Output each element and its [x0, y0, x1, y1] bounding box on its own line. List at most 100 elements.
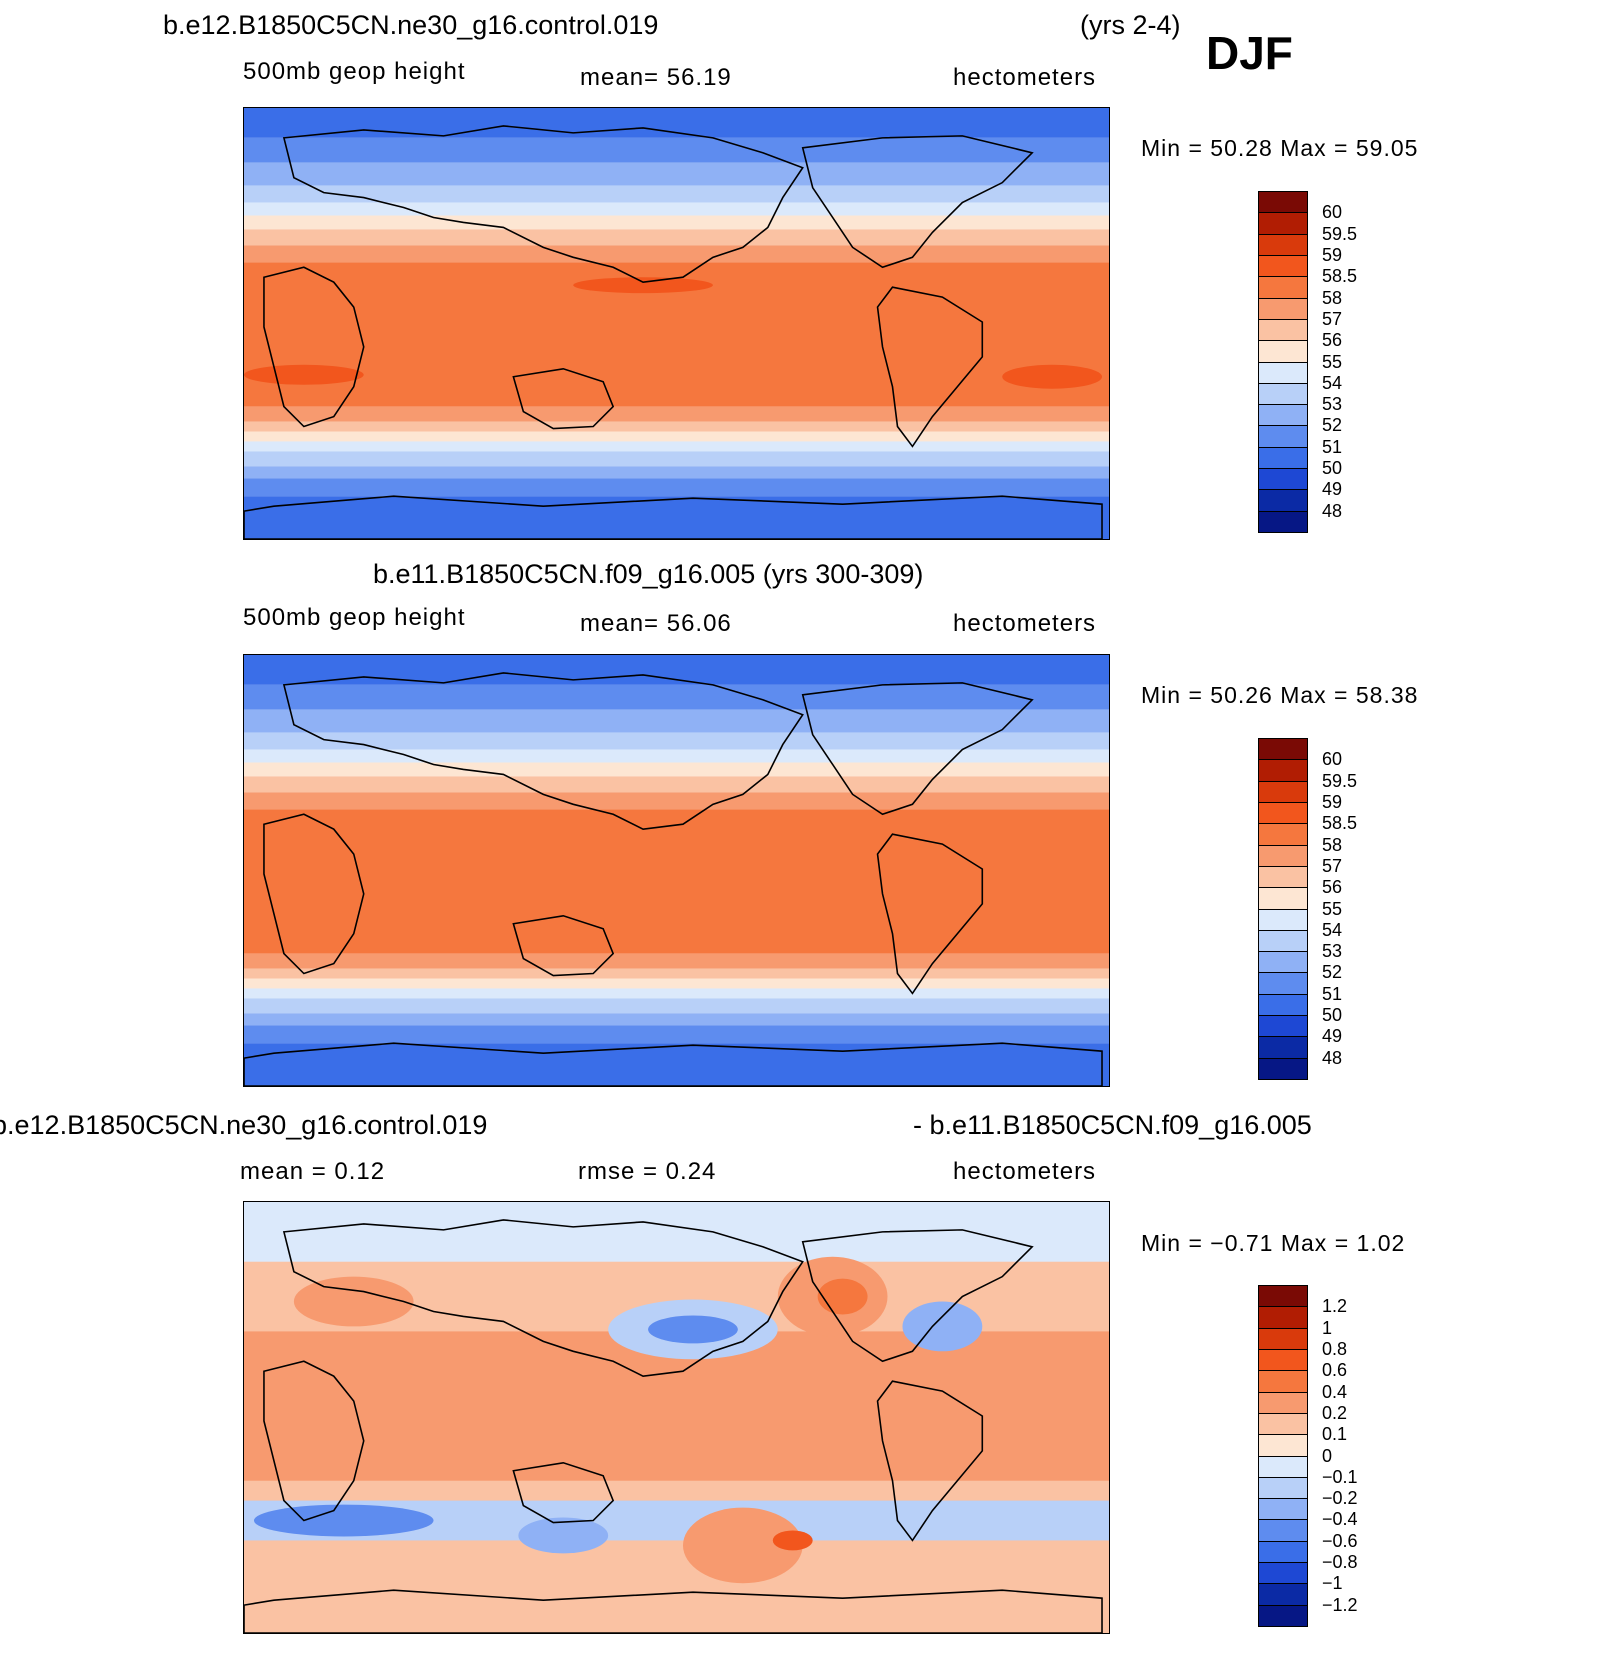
panel3-colorbar: 1.2 1 0.8 0.6 0.4 0.2 0.1 0 −0.1 −0.2 −0.4 −0.6 −0.8… [1258, 1285, 1358, 1627]
colorbar-box [1258, 993, 1308, 1017]
colorbar-label: −0.2 [1322, 1488, 1358, 1509]
panel2-units: hectometers [953, 610, 1097, 637]
panel3-minmax: Min = −0.71 Max = 1.02 [1141, 1230, 1406, 1256]
colorbar-label: 56 [1322, 877, 1343, 898]
colorbar-box [1258, 972, 1308, 995]
panel2-map [243, 654, 1110, 1087]
colorbar-label: 50 [1322, 1005, 1343, 1026]
colorbar-box [1258, 318, 1308, 342]
colorbar-box [1258, 1306, 1308, 1329]
colorbar-label: 49 [1322, 479, 1343, 500]
panel3-title-right: - b.e11.B1850C5CN.f09_g16.005 [913, 1110, 1312, 1140]
panel3-units: hectometers [953, 1158, 1097, 1185]
colorbar-label: −1 [1322, 1573, 1343, 1594]
colorbar-box [1258, 951, 1308, 974]
colorbar-box [1258, 1455, 1308, 1478]
colorbar-label: 57 [1322, 308, 1343, 329]
colorbar-box [1258, 233, 1308, 256]
colorbar-label: −0.6 [1322, 1530, 1358, 1551]
colorbar-label: 50 [1322, 458, 1343, 479]
panel3-map-field [244, 1202, 1109, 1633]
colorbar-label: −0.8 [1322, 1552, 1358, 1573]
panel3-rmse: rmse = 0.24 [578, 1158, 717, 1185]
colorbar-label: 48 [1322, 1047, 1343, 1068]
colorbar-box [1258, 908, 1308, 931]
colorbar-label: 55 [1322, 351, 1343, 372]
panel2-title-left: b.e11.B1850C5CN.f09_g16.005 (yrs 300-309… [373, 559, 924, 589]
colorbar-box [1258, 1498, 1308, 1521]
colorbar-label: −0.4 [1322, 1509, 1358, 1530]
colorbar-box [1258, 1562, 1308, 1585]
colorbar-label: 59.5 [1322, 770, 1358, 791]
colorbar-label: 58.5 [1322, 266, 1358, 287]
colorbar-box [1258, 1348, 1308, 1372]
panel3-mean: mean = 0.12 [240, 1158, 386, 1185]
colorbar-label: 0.4 [1322, 1381, 1348, 1402]
colorbar-label: 59 [1322, 244, 1343, 265]
colorbar-label: 0.6 [1322, 1360, 1348, 1381]
colorbar-label: 0.8 [1322, 1338, 1348, 1359]
colorbar-box [1258, 254, 1308, 278]
panel1-colorbar: 60 59.5 59 58.5 58 57 56 55 54 53 52 51 50 49 48 [1258, 191, 1357, 533]
colorbar-label: 53 [1322, 394, 1343, 415]
panel3-map [243, 1201, 1110, 1634]
colorbar-box [1258, 1327, 1308, 1350]
colorbar-box [1258, 1391, 1308, 1414]
colorbar-box [1258, 780, 1308, 803]
panel1-mean: mean= 56.19 [580, 64, 732, 91]
colorbar-box [1258, 489, 1308, 512]
colorbar-label: 53 [1322, 941, 1343, 962]
colorbar-box [1258, 361, 1308, 384]
colorbar-box [1258, 929, 1308, 953]
colorbar-box [1258, 1015, 1308, 1038]
panel2-subtitle-left: 500mb geop height [243, 604, 466, 631]
colorbar-label: −1.2 [1322, 1594, 1358, 1615]
colorbar-box [1258, 425, 1308, 448]
colorbar-box [1258, 191, 1308, 214]
colorbar-label: 0.2 [1322, 1402, 1348, 1423]
colorbar-label: 0 [1322, 1445, 1333, 1466]
colorbar-box [1258, 1583, 1308, 1606]
colorbar-label: 51 [1322, 983, 1343, 1004]
colorbar-label: −0.1 [1322, 1466, 1358, 1487]
panel2-map-field [244, 655, 1109, 1086]
colorbar-box [1258, 1057, 1308, 1080]
panel1-map [243, 107, 1110, 540]
colorbar-label: 1.2 [1322, 1296, 1348, 1317]
colorbar-box [1258, 382, 1308, 406]
panel2-colorbar: 60 59.5 59 58.5 58 57 56 55 54 53 52 51 50 49 48 [1258, 738, 1357, 1080]
colorbar-box [1258, 1540, 1308, 1564]
colorbar-box [1258, 446, 1308, 470]
colorbar-label: 57 [1322, 855, 1343, 876]
colorbar-label: 59 [1322, 791, 1343, 812]
colorbar-label: 58 [1322, 287, 1343, 308]
colorbar-label: 58 [1322, 834, 1343, 855]
colorbar-box [1258, 801, 1308, 825]
colorbar-box [1258, 212, 1308, 235]
colorbar-box [1258, 738, 1308, 761]
colorbar-box [1258, 844, 1308, 867]
colorbar-box [1258, 276, 1308, 299]
panel1-map-field [244, 108, 1109, 539]
colorbar-box [1258, 1434, 1308, 1457]
colorbar-box [1258, 1519, 1308, 1542]
colorbar-box [1258, 1412, 1308, 1436]
panel1-title-left: b.e12.B1850C5CN.ne30_g16.control.019 [163, 10, 659, 40]
colorbar-label: 60 [1322, 202, 1343, 223]
colorbar-label: 51 [1322, 436, 1343, 457]
colorbar-box [1258, 404, 1308, 427]
panel3-title-left: b.e12.B1850C5CN.ne30_g16.control.019 [0, 1110, 488, 1140]
colorbar-box [1258, 759, 1308, 782]
colorbar-label: 48 [1322, 500, 1343, 521]
panel1-units: hectometers [953, 64, 1097, 91]
colorbar-label: 54 [1322, 919, 1343, 940]
colorbar-label: 0.1 [1322, 1424, 1348, 1445]
colorbar-box [1258, 1604, 1308, 1627]
colorbar-label: 60 [1322, 749, 1343, 770]
colorbar-box [1258, 297, 1308, 320]
panel1-minmax: Min = 50.28 Max = 59.05 [1141, 135, 1419, 161]
colorbar-box [1258, 823, 1308, 846]
colorbar-label: 49 [1322, 1026, 1343, 1047]
colorbar-label: 56 [1322, 330, 1343, 351]
colorbar-label: 52 [1322, 415, 1343, 436]
